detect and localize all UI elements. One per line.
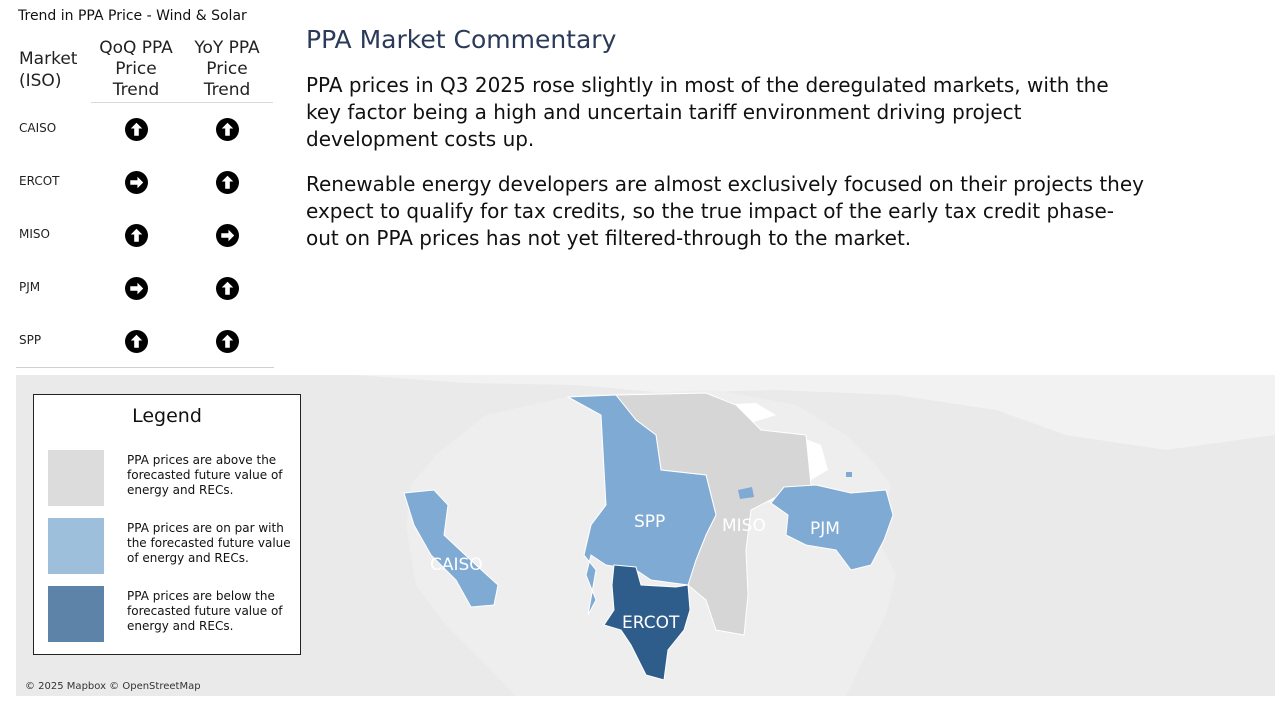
- caiso-region: [403, 489, 499, 608]
- arrow-right-circle-icon: [216, 224, 239, 247]
- legend-text-on-par: PPA prices are on par with the forecaste…: [127, 521, 291, 565]
- row-label-miso: MISO: [19, 227, 50, 241]
- commentary-title: PPA Market Commentary: [306, 25, 617, 54]
- arrow-up-circle-icon: [125, 330, 148, 353]
- legend-swatch-below: [48, 586, 104, 642]
- region-label-pjm: PJM: [810, 519, 840, 539]
- column-header-qoq: QoQ PPA Price Trend: [99, 38, 173, 100]
- legend-title: Legend: [132, 405, 202, 427]
- region-label-spp: SPP: [634, 512, 666, 532]
- row-label-caiso: CAISO: [19, 121, 57, 135]
- canada-land: [356, 375, 1275, 450]
- iso-map[interactable]: Legend PPA prices are above the forecast…: [16, 375, 1275, 696]
- pjm-region: [770, 484, 894, 571]
- region-label-caiso: CAISO: [430, 555, 483, 575]
- arrow-up-circle-icon: [125, 224, 148, 247]
- pjm-islet: [738, 487, 754, 499]
- table-title: Trend in PPA Price - Wind & Solar: [18, 8, 247, 24]
- row-label-pjm: PJM: [19, 280, 41, 294]
- legend-text-below: PPA prices are below the forecasted futu…: [127, 589, 283, 633]
- legend-swatch-on-par: [48, 518, 104, 574]
- column-header-yoy: YoY PPA Price Trend: [194, 38, 260, 100]
- legend-swatch-above: [48, 450, 104, 506]
- arrow-up-circle-icon: [125, 118, 148, 141]
- arrow-right-circle-icon: [125, 171, 148, 194]
- arrow-up-circle-icon: [216, 118, 239, 141]
- row-label-ercot: ERCOT: [19, 174, 60, 188]
- row-label-spp: SPP: [19, 333, 42, 347]
- arrow-right-circle-icon: [125, 277, 148, 300]
- arrow-up-circle-icon: [216, 330, 239, 353]
- arrow-up-circle-icon: [216, 171, 239, 194]
- map-legend: Legend PPA prices are above the forecast…: [33, 394, 301, 655]
- table-divider: [16, 367, 274, 368]
- table-divider: [91, 102, 273, 103]
- ercot-region: [603, 564, 691, 681]
- legend-text-above: PPA prices are above the forecasted futu…: [127, 453, 283, 497]
- column-header-market: Market (ISO): [19, 49, 78, 91]
- region-label-miso: MISO: [722, 516, 766, 536]
- map-attribution[interactable]: © 2025 Mapbox © OpenStreetMap: [25, 681, 201, 692]
- arrow-up-circle-icon: [216, 277, 239, 300]
- region-label-ercot: ERCOT: [622, 613, 680, 633]
- commentary-paragraph: Renewable energy developers are almost e…: [306, 172, 1144, 250]
- pjm-islet: [846, 472, 852, 477]
- commentary-paragraph: PPA prices in Q3 2025 rose slightly in m…: [306, 73, 1109, 151]
